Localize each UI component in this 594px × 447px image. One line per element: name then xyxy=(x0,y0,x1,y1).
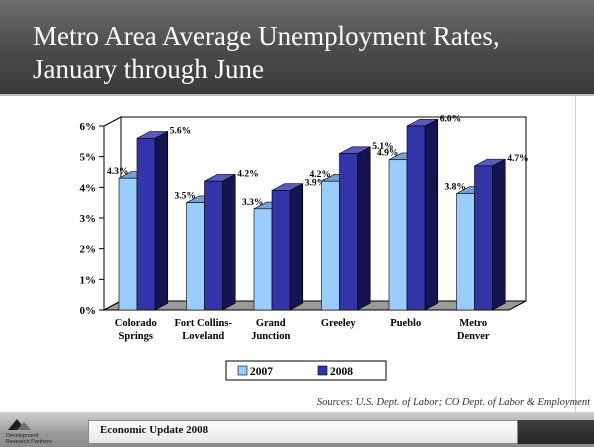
category-label: Metro xyxy=(459,318,487,329)
data-label-2007: 4.2% xyxy=(310,170,331,180)
category-label: Fort Collins- xyxy=(175,318,233,329)
bar-side-face xyxy=(222,173,236,311)
footer-title: Economic Update 2008 xyxy=(100,424,209,436)
logo-mark-light xyxy=(17,422,31,430)
slide-title: Metro Area Average Unemployment Rates, J… xyxy=(33,21,500,84)
category-label: Loveland xyxy=(182,331,224,342)
bar-front-face xyxy=(339,153,358,311)
footer-end-block xyxy=(518,420,594,444)
data-label-2008: 4.2% xyxy=(237,169,258,179)
legend-box xyxy=(225,360,387,381)
bar-2008-0 xyxy=(136,131,169,311)
bar-side-face xyxy=(492,158,506,311)
y-tick-label: 3% xyxy=(80,213,97,225)
bar-side-face xyxy=(424,118,439,311)
legend-label-2008: 2008 xyxy=(330,366,353,378)
bar-side-face xyxy=(357,146,371,311)
legend-swatch-2008 xyxy=(317,365,328,376)
bar-front-face xyxy=(118,177,138,311)
bar-front-face xyxy=(136,137,156,311)
y-tick-label: 6% xyxy=(80,121,97,133)
data-label-2007: 3.8% xyxy=(445,182,466,192)
y-tick-label: 4% xyxy=(80,182,97,194)
data-label-2007: 4.9% xyxy=(377,149,398,159)
y-tick-label: 1% xyxy=(80,274,97,286)
y-tick-label: 0% xyxy=(80,305,97,317)
logo-line-2: Research Partners xyxy=(6,439,52,445)
data-label-2008: 6.0% xyxy=(440,114,461,124)
bar-front-face xyxy=(406,125,426,311)
bar-front-face xyxy=(204,180,223,311)
source-note: Sources: U.S. Dept. of Labor; CO Dept. o… xyxy=(316,397,590,408)
bar-2008-5 xyxy=(474,158,506,311)
footer-box xyxy=(88,420,518,444)
category-label: Colorado xyxy=(115,318,157,329)
chart-legend: 2007 2008 xyxy=(225,360,387,381)
data-label-2008: 4.7% xyxy=(507,154,528,164)
bar-front-face xyxy=(186,202,205,311)
bar-side-face xyxy=(289,183,304,311)
category-label: Pueblo xyxy=(390,318,421,329)
logo-line-1: Development xyxy=(6,433,39,439)
unemployment-bar-chart: 0% 1% 2% 3% 4% 5% 6% 4.3% 5.6% Colorado Springs 3.5… xyxy=(80,114,529,381)
bar-2008-4 xyxy=(406,118,439,311)
bar-2008-2 xyxy=(271,183,304,311)
chart-side-wall xyxy=(103,116,122,311)
legend-label-2007: 2007 xyxy=(250,366,273,378)
bar-front-face xyxy=(456,193,475,311)
bar-side-face xyxy=(154,131,169,311)
title-divider xyxy=(0,94,594,96)
bar-2008-1 xyxy=(204,173,236,311)
category-label: Grand xyxy=(256,318,286,329)
data-label-2008: 3.9% xyxy=(305,179,326,189)
y-tick-label: 2% xyxy=(80,244,97,256)
category-label: Greeley xyxy=(321,318,357,329)
bar-2008-3 xyxy=(339,146,371,311)
bar-front-face xyxy=(474,165,493,311)
bar-front-face xyxy=(271,190,291,311)
category-label: Springs xyxy=(119,331,153,342)
bar-front-face xyxy=(388,159,408,311)
data-label-2007: 4.3% xyxy=(107,167,128,177)
legend-swatch-2007 xyxy=(237,365,248,376)
side-divider xyxy=(575,96,576,412)
bar-front-face xyxy=(253,208,273,311)
title-bar xyxy=(0,0,594,94)
data-label-2007: 3.5% xyxy=(175,192,196,202)
data-label-2008: 5.1% xyxy=(372,142,393,152)
data-label-2007: 3.3% xyxy=(242,198,263,208)
bar-front-face xyxy=(321,180,340,311)
category-label: Junction xyxy=(251,331,290,342)
development-research-partners-logo: Development Research Partners xyxy=(6,419,52,445)
data-label-2008: 5.6% xyxy=(170,127,191,137)
y-tick-label: 5% xyxy=(80,152,97,164)
category-label: Denver xyxy=(457,331,490,342)
